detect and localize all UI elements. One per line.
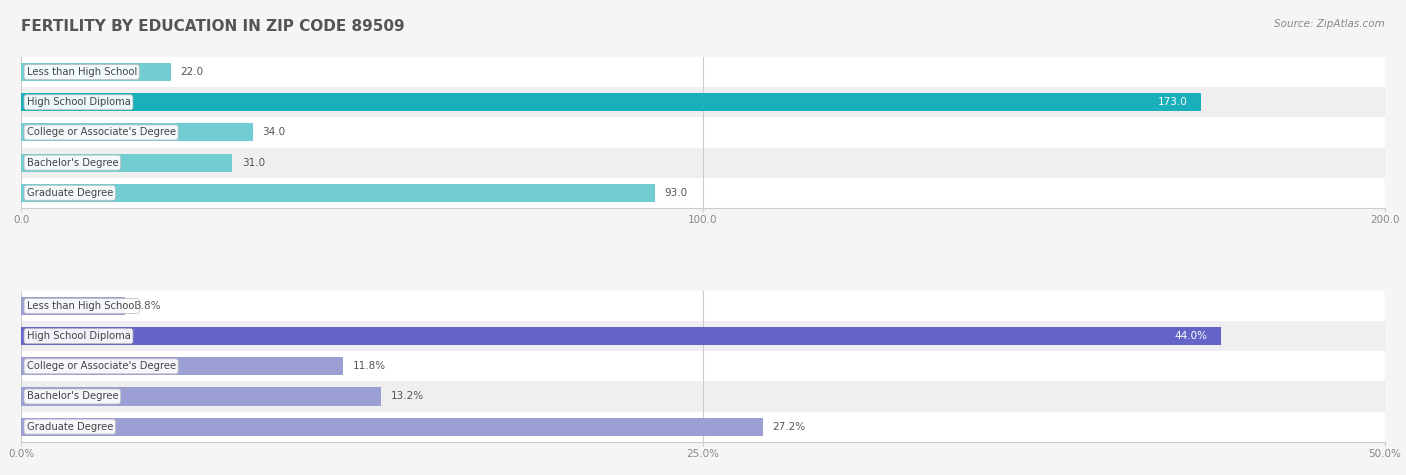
Text: High School Diploma: High School Diploma	[27, 97, 131, 107]
Bar	[21, 291, 1385, 321]
Bar	[21, 184, 655, 202]
Text: High School Diploma: High School Diploma	[27, 331, 131, 341]
Bar	[21, 381, 1385, 411]
Bar	[21, 321, 1385, 351]
Text: Less than High School: Less than High School	[27, 67, 136, 77]
Text: Graduate Degree: Graduate Degree	[27, 422, 112, 432]
Text: 34.0: 34.0	[263, 127, 285, 137]
Bar	[21, 411, 1385, 442]
Bar	[21, 418, 763, 436]
Bar	[21, 124, 253, 142]
Text: 22.0: 22.0	[180, 67, 204, 77]
Text: Less than High School: Less than High School	[27, 301, 136, 311]
Text: 44.0%: 44.0%	[1174, 331, 1208, 341]
Text: College or Associate's Degree: College or Associate's Degree	[27, 361, 176, 371]
Bar	[21, 153, 232, 171]
Text: 3.8%: 3.8%	[135, 301, 160, 311]
Bar	[21, 63, 172, 81]
Text: 93.0: 93.0	[665, 188, 688, 198]
Text: Bachelor's Degree: Bachelor's Degree	[27, 158, 118, 168]
Text: 27.2%: 27.2%	[772, 422, 806, 432]
Bar	[21, 357, 343, 375]
Bar	[21, 87, 1385, 117]
Bar	[21, 57, 1385, 87]
Bar	[21, 117, 1385, 148]
Text: Graduate Degree: Graduate Degree	[27, 188, 112, 198]
Bar	[21, 388, 381, 406]
Text: 31.0: 31.0	[242, 158, 266, 168]
Text: 173.0: 173.0	[1157, 97, 1187, 107]
Bar	[21, 148, 1385, 178]
Text: 13.2%: 13.2%	[391, 391, 423, 401]
Text: 11.8%: 11.8%	[353, 361, 385, 371]
Bar	[21, 351, 1385, 381]
Text: College or Associate's Degree: College or Associate's Degree	[27, 127, 176, 137]
Bar	[21, 178, 1385, 208]
Bar	[21, 297, 125, 315]
Text: FERTILITY BY EDUCATION IN ZIP CODE 89509: FERTILITY BY EDUCATION IN ZIP CODE 89509	[21, 19, 405, 34]
Bar	[21, 93, 1201, 111]
Bar	[21, 327, 1222, 345]
Text: Bachelor's Degree: Bachelor's Degree	[27, 391, 118, 401]
Text: Source: ZipAtlas.com: Source: ZipAtlas.com	[1274, 19, 1385, 29]
